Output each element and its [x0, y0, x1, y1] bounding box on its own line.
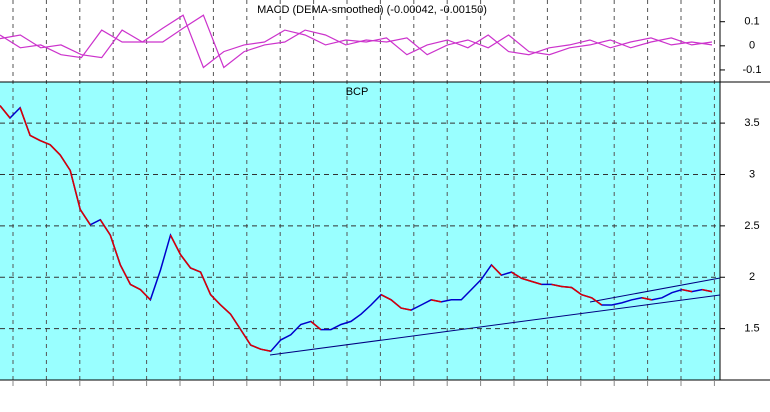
down-segment [571, 286, 583, 296]
down-segment [431, 299, 442, 303]
down-segment [199, 271, 212, 296]
y-tick-label: 0 [749, 40, 755, 52]
down-segment [19, 107, 31, 136]
down-segment [561, 285, 572, 289]
down-segment [380, 294, 392, 301]
down-segment [69, 170, 81, 210]
macd-line [0, 14, 713, 69]
macd-line [0, 14, 713, 69]
down-segment [521, 277, 532, 283]
down-segment [641, 297, 652, 301]
down-segment [220, 304, 232, 315]
chart-title: BCP [346, 86, 369, 98]
down-segment [701, 288, 713, 293]
down-segment [130, 283, 141, 291]
y-tick-label: 1.5 [744, 323, 759, 335]
down-segment [240, 329, 252, 346]
chart-title: MACD (DEMA-smoothed) (-0.00042, -0.00150… [257, 4, 487, 16]
down-segment [511, 271, 522, 279]
y-tick-label: -0.1 [743, 64, 762, 76]
trend-line [589, 277, 721, 303]
down-segment [179, 254, 192, 269]
down-segment [260, 348, 271, 352]
down-segment [39, 139, 51, 146]
y-tick-label: 3 [749, 168, 755, 180]
down-segment [169, 234, 182, 255]
down-segment [49, 144, 61, 156]
y-tick-label: 2.5 [744, 220, 759, 232]
down-segment [99, 219, 111, 236]
down-segment [210, 294, 222, 306]
down-segment [250, 344, 262, 350]
down-segment [190, 267, 201, 273]
down-segment [0, 105, 11, 119]
down-segment [531, 280, 542, 286]
down-segment [400, 307, 412, 311]
trend-line [269, 294, 721, 356]
y-tick-label: 2 [749, 271, 755, 283]
down-segment [59, 154, 71, 171]
y-tick-label: 0.1 [744, 16, 759, 28]
down-segment [591, 297, 603, 306]
down-segment [681, 288, 693, 293]
down-segment [79, 209, 91, 226]
down-segment [490, 264, 502, 276]
down-segment [139, 289, 151, 301]
down-segment [119, 264, 132, 285]
y-tick-label: 3.5 [744, 117, 759, 129]
down-segment [551, 283, 562, 288]
down-segment [390, 299, 402, 309]
down-segment [230, 313, 242, 331]
down-segment [310, 320, 322, 331]
price-panel-background [0, 82, 720, 380]
down-segment [109, 234, 122, 266]
down-segment [29, 134, 41, 142]
down-segment [581, 293, 592, 299]
